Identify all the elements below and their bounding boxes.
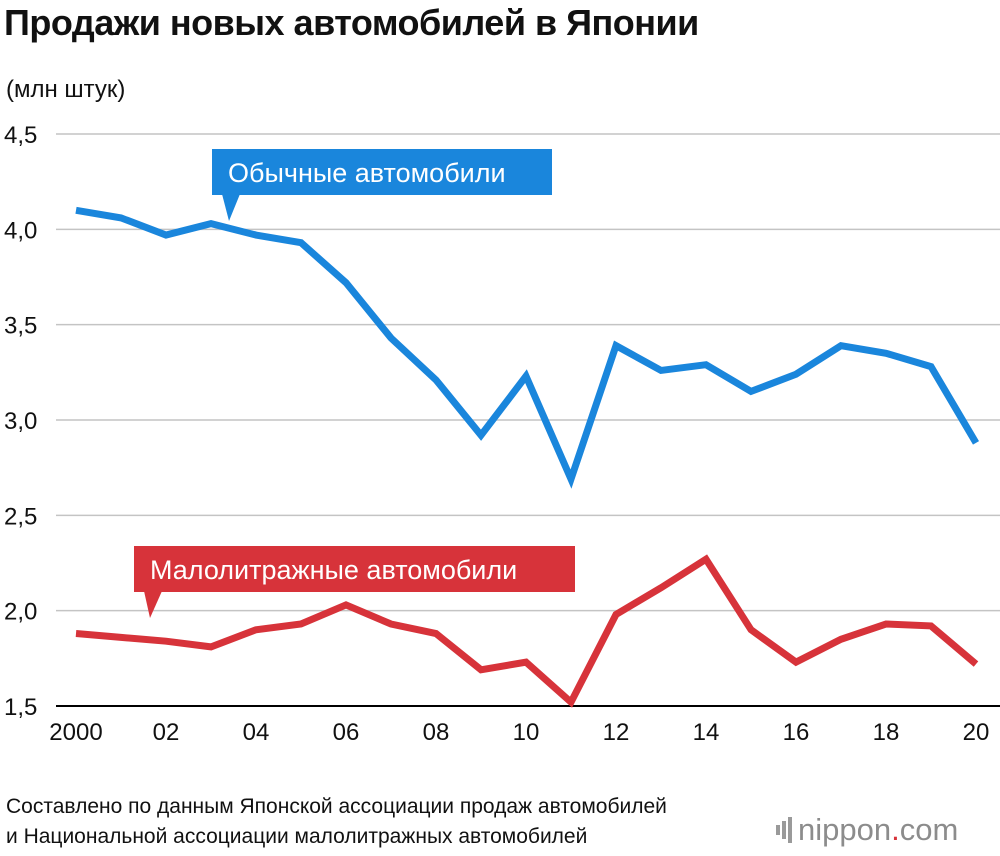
callout-small: Малолитражные автомобили: [134, 546, 575, 618]
source-note: Составлено по данным Японской ассоциации…: [6, 792, 667, 852]
x-tick-label: 2000: [49, 719, 102, 746]
x-tick-label: 12: [603, 719, 630, 746]
source-line-2: и Национальной ассоциации малолитражных …: [6, 825, 588, 848]
x-tick-label: 06: [333, 719, 360, 746]
source-line-1: Составлено по данным Японской ассоциации…: [6, 795, 667, 818]
gridlines: [56, 133, 1000, 707]
series-line-regular: [75, 206, 980, 489]
series-line-small: [75, 554, 979, 708]
x-tick-label: 04: [243, 719, 270, 746]
legend-label: Обычные автомобили: [228, 158, 506, 188]
y-tick-label: 3,0: [4, 408, 37, 435]
y-tick-label: 1,5: [4, 694, 37, 721]
nippon-logo: nippon . com: [776, 812, 958, 848]
logo-bars-icon: [776, 817, 792, 843]
x-tick-label: 02: [153, 719, 180, 746]
y-tick-label: 3,5: [4, 313, 37, 340]
series-lines: [75, 206, 980, 708]
callout-box: [134, 546, 575, 592]
y-tick-label: 4,0: [4, 217, 37, 244]
logo-text-dot: .: [891, 812, 900, 847]
y-tick-label: 2,5: [4, 503, 37, 530]
x-tick-label: 14: [693, 719, 720, 746]
y-tick-label: 4,5: [4, 122, 37, 149]
logo-text-main: nippon: [798, 812, 892, 847]
x-tick-label: 08: [423, 719, 450, 746]
y-tick-label: 2,0: [4, 599, 37, 626]
y-tick-labels: 1,5 2,0 2,5 3,0 3,5 4,0 4,5: [4, 122, 37, 721]
chart-title: Продажи новых автомобилей в Японии: [4, 2, 699, 43]
x-tick-label: 10: [513, 719, 540, 746]
legend-label: Малолитражные автомобили: [150, 555, 517, 585]
x-tick-label: 18: [873, 719, 900, 746]
callout-pointer: [222, 194, 240, 221]
logo-text-tld: com: [899, 812, 959, 847]
series-callouts: Обычные автомобили Малолитражные автомоби…: [134, 149, 575, 618]
callout-pointer: [144, 591, 162, 618]
line-chart: 1,5 2,0 2,5 3,0 3,5 4,0 4,5 2000 02 04 06 08 10 12 14…: [4, 122, 1000, 746]
callout-regular: Обычные автомобили: [212, 149, 552, 221]
callout-box: [212, 149, 552, 195]
x-tick-labels: 2000 02 04 06 08 10 12 14 16 18 20: [49, 719, 989, 746]
y-axis-unit-label: (млн штук): [6, 76, 126, 103]
x-tick-label: 20: [963, 719, 990, 746]
x-tick-label: 16: [783, 719, 810, 746]
